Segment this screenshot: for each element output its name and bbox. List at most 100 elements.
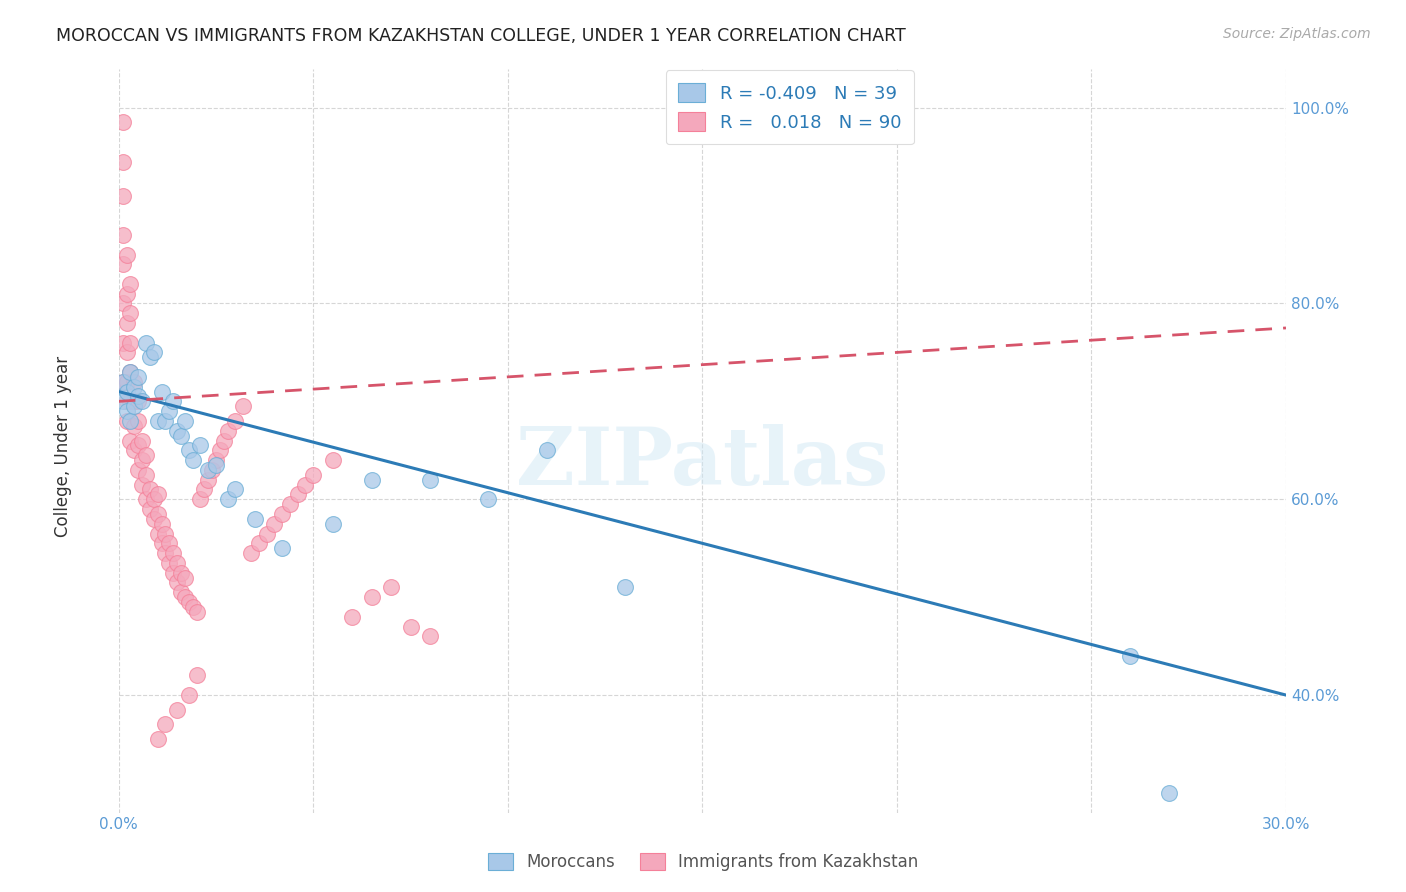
Point (157, 536, 180, 550)
Text: Source: ZipAtlas.com: Source: ZipAtlas.com (1223, 27, 1371, 41)
Point (243, 512, 266, 526)
Point (146, 507, 169, 521)
Point (224, 414, 246, 428)
Point (162, 394, 184, 409)
Point (155, 717, 177, 731)
Point (115, 345, 138, 359)
Point (419, 629, 441, 643)
Point (120, 335, 142, 350)
Point (201, 463, 224, 477)
Point (115, 394, 138, 409)
Point (360, 473, 382, 487)
Point (271, 507, 294, 521)
Point (162, 566, 184, 580)
Point (120, 434, 142, 448)
Point (232, 399, 254, 413)
Point (150, 384, 173, 399)
Point (287, 487, 309, 501)
Point (197, 473, 219, 487)
Point (536, 443, 558, 458)
Point (150, 536, 173, 550)
Point (181, 599, 204, 614)
Point (120, 306, 142, 320)
Point (224, 483, 246, 497)
Point (131, 453, 153, 467)
Point (135, 335, 157, 350)
Point (115, 404, 138, 418)
Point (124, 380, 146, 394)
Point (131, 434, 153, 448)
Point (124, 443, 146, 458)
Point (150, 516, 173, 531)
Point (170, 585, 193, 599)
Point (131, 394, 153, 409)
Text: College, Under 1 year: College, Under 1 year (55, 355, 72, 537)
Point (419, 473, 441, 487)
Point (166, 703, 188, 717)
Point (115, 384, 138, 399)
Point (115, 414, 138, 428)
Point (155, 526, 177, 541)
Point (155, 546, 177, 560)
Point (256, 526, 278, 541)
Text: ZIPatlas: ZIPatlas (516, 424, 889, 502)
Point (127, 389, 149, 403)
Point (142, 345, 165, 359)
Point (173, 571, 195, 585)
Point (613, 580, 636, 594)
Point (142, 512, 165, 526)
Point (1159, 786, 1181, 800)
Point (166, 575, 188, 590)
Point (120, 394, 142, 409)
Point (157, 556, 180, 570)
Point (162, 546, 184, 560)
Point (111, 227, 134, 242)
Point (205, 453, 228, 467)
Point (115, 316, 138, 330)
Point (155, 414, 177, 428)
Point (205, 458, 228, 472)
Point (111, 375, 134, 389)
Point (173, 590, 195, 604)
Point (111, 154, 134, 169)
Point (131, 477, 153, 491)
Point (111, 296, 134, 310)
Point (111, 375, 134, 389)
Point (271, 541, 294, 556)
Point (139, 351, 162, 365)
Point (217, 424, 239, 438)
Point (340, 609, 363, 624)
Point (208, 443, 231, 458)
Point (135, 467, 157, 482)
Point (127, 463, 149, 477)
Legend: Moroccans, Immigrants from Kazakhstan: Moroccans, Immigrants from Kazakhstan (479, 845, 927, 880)
Point (322, 516, 344, 531)
Point (1119, 648, 1142, 663)
Point (177, 595, 200, 609)
Point (124, 375, 146, 389)
Point (212, 434, 235, 448)
Point (380, 580, 402, 594)
Point (115, 375, 138, 389)
Point (120, 277, 142, 291)
Point (135, 492, 157, 507)
Point (127, 438, 149, 452)
Point (173, 414, 195, 428)
Point (127, 414, 149, 428)
Point (302, 467, 325, 482)
Point (111, 115, 134, 129)
Point (111, 335, 134, 350)
Point (190, 492, 212, 507)
Point (166, 424, 188, 438)
Point (115, 247, 138, 261)
Point (120, 365, 142, 379)
Point (111, 257, 134, 271)
Point (166, 556, 188, 570)
Point (124, 399, 146, 413)
Point (177, 443, 200, 458)
Point (197, 463, 219, 477)
Point (135, 448, 157, 462)
Point (146, 526, 169, 541)
Point (139, 483, 162, 497)
Point (247, 536, 270, 550)
